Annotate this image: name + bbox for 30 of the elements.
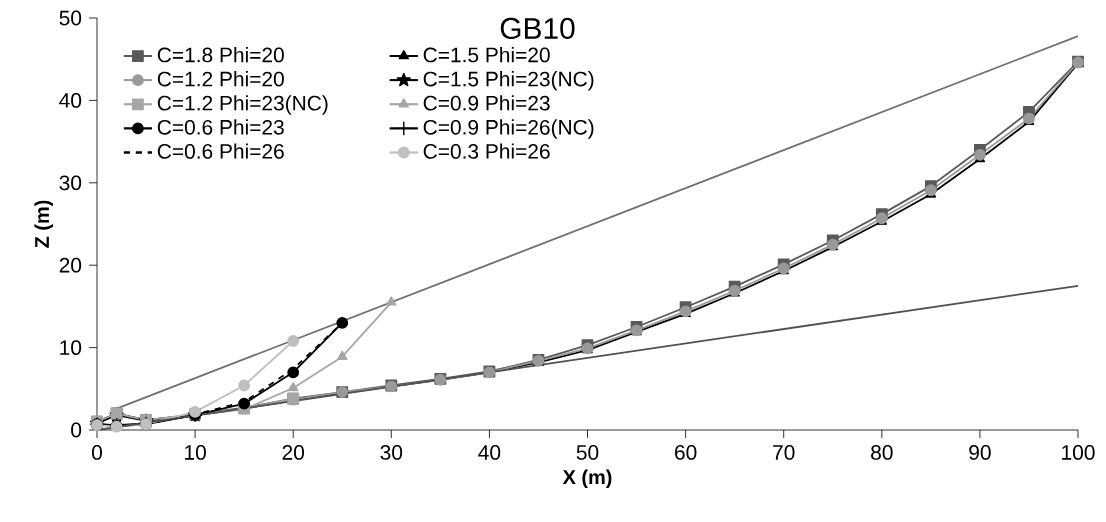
x-tick-label: 10 <box>185 445 206 460</box>
legend-label: C=1.5 Phi=23(NC) <box>423 71 594 91</box>
x-tick-label: 80 <box>871 445 893 460</box>
legend-label: C=1.8 Phi=20 <box>157 46 284 63</box>
y-tick-label: 30 <box>59 175 82 191</box>
x-tick-label: 50 <box>576 445 599 460</box>
legend-label: C=0.3 Phi=26 <box>423 143 550 159</box>
legend-label: C=0.6 Phi=26 <box>157 143 284 159</box>
x-tick-label: 40 <box>478 445 501 460</box>
legend-label: C=0.9 Phi=26(NC) <box>423 119 594 139</box>
x-tick-label: 100 <box>1062 445 1095 460</box>
legend-label: C=0.6 Phi=23 <box>157 119 284 135</box>
chart-title: GB10 <box>500 17 575 39</box>
x-tick-label: 0 <box>91 445 102 460</box>
y-tick-label: 20 <box>59 257 82 273</box>
y-axis-title: Z (m) <box>34 200 53 248</box>
y-tick-label: 0 <box>71 422 82 438</box>
legend-label: C=1.2 Phi=23(NC) <box>157 95 328 115</box>
x-tick-label: 30 <box>380 445 403 460</box>
x-axis-title: X (m) <box>562 469 612 489</box>
legend-label: C=0.9 Phi=23 <box>423 95 550 111</box>
x-tick-label: 90 <box>969 445 991 460</box>
x-tick-label: 70 <box>773 445 795 460</box>
y-tick-label: 40 <box>59 93 82 108</box>
legend-label: C=1.2 Phi=20 <box>157 71 284 87</box>
x-tick-label: 60 <box>675 445 697 460</box>
legend-label: C=1.5 Phi=20 <box>423 46 550 63</box>
x-tick-label: 20 <box>282 445 305 460</box>
y-tick-label: 10 <box>60 340 82 356</box>
y-tick-label: 50 <box>59 10 82 26</box>
